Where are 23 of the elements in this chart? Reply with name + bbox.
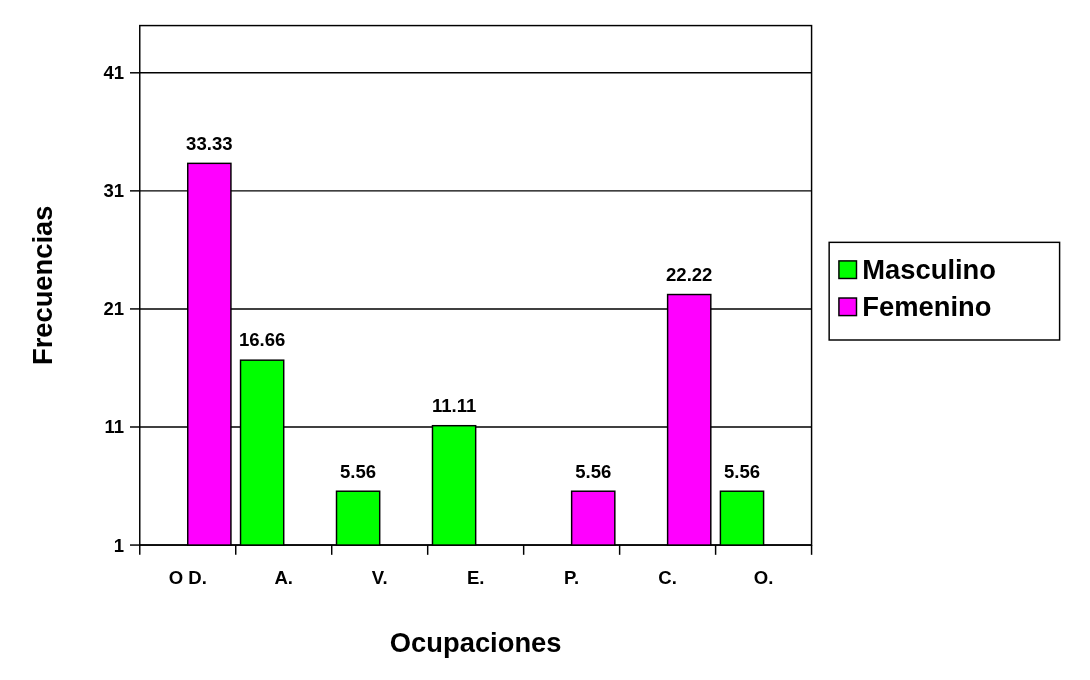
x-axis-title: Ocupaciones — [389, 627, 562, 659]
x-tick-label: P. — [564, 567, 580, 589]
data-label: 16.66 — [238, 329, 286, 351]
data-label: 11.11 — [431, 395, 477, 417]
data-label: 33.33 — [186, 132, 233, 154]
x-tick-label: O. — [753, 567, 774, 589]
data-label: 5.56 — [723, 460, 761, 482]
y-tick-label: 11 — [104, 416, 125, 438]
data-label: 5.56 — [340, 460, 377, 482]
x-tick-label: V. — [371, 567, 388, 589]
data-label: 5.56 — [575, 460, 612, 482]
y-axis-title: Frecuencias — [26, 205, 58, 366]
legend-label: Femenino — [862, 291, 992, 323]
legend-label: Masculino — [862, 254, 996, 286]
y-tick-label: 31 — [103, 180, 125, 202]
x-tick-label: E. — [466, 567, 485, 589]
y-tick-label: 21 — [103, 298, 125, 320]
x-tick-label: O D. — [168, 567, 207, 589]
data-label: 22.22 — [666, 263, 713, 285]
y-tick-label: 41 — [103, 62, 125, 84]
y-tick-label: 1 — [113, 534, 125, 556]
x-tick-label: C. — [658, 567, 677, 589]
x-tick-label: A. — [274, 567, 294, 589]
